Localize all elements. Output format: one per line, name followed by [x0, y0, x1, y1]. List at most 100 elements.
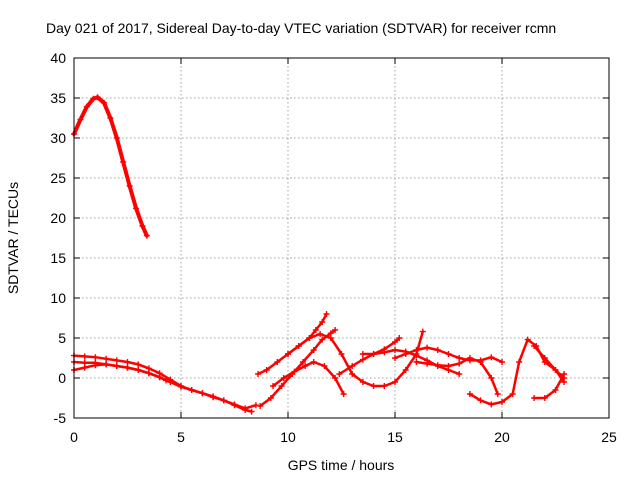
data-point — [278, 383, 285, 389]
data-point — [143, 232, 150, 239]
data-point — [531, 395, 538, 401]
y-tick-label: 40 — [50, 50, 66, 66]
data-point — [516, 359, 523, 365]
series-line — [361, 348, 461, 376]
data-point — [499, 359, 505, 365]
data-point — [295, 343, 302, 349]
y-tick-label: 20 — [50, 210, 66, 226]
data-point — [199, 390, 206, 397]
data-point — [456, 360, 463, 367]
data-point — [310, 347, 317, 353]
data-point — [92, 362, 99, 369]
data-point — [541, 395, 548, 401]
data-point — [370, 383, 377, 389]
data-point — [92, 354, 99, 361]
series-arc-1 — [71, 94, 150, 239]
y-tick-label: 25 — [50, 170, 66, 186]
data-point — [263, 367, 270, 373]
plot-frame — [73, 57, 610, 419]
x-tick-label: 15 — [387, 429, 403, 445]
data-point — [402, 351, 409, 357]
data-point — [94, 94, 101, 101]
series-arc-4 — [71, 361, 170, 384]
data-point — [488, 354, 495, 361]
series-line — [532, 344, 566, 384]
data-point — [323, 311, 330, 317]
data-point — [561, 379, 568, 385]
data-point — [113, 135, 120, 141]
data-point — [312, 327, 319, 333]
data-point — [242, 407, 249, 413]
series-arc-15 — [531, 343, 568, 385]
data-point — [509, 391, 516, 397]
y-tick-label: 10 — [50, 290, 66, 306]
data-point — [552, 367, 559, 373]
data-point — [145, 370, 152, 377]
data-point — [494, 391, 501, 397]
series-line — [256, 312, 328, 376]
data-point — [321, 363, 328, 369]
data-point — [524, 336, 531, 343]
x-tick-label: 20 — [494, 429, 510, 445]
data-point — [319, 336, 326, 343]
y-tick-label: 5 — [58, 330, 66, 346]
data-point — [370, 351, 377, 357]
data-point — [466, 391, 473, 397]
data-point — [392, 339, 398, 345]
data-point — [163, 377, 170, 384]
x-tick-label: 5 — [177, 429, 185, 445]
data-point — [424, 344, 431, 351]
data-point — [257, 403, 264, 409]
data-point — [135, 367, 142, 373]
data-point — [302, 363, 309, 369]
y-axis-label: SDTVAR / TECUs — [5, 182, 21, 294]
data-point — [248, 408, 255, 415]
data-point — [359, 356, 366, 363]
series-line — [72, 360, 253, 413]
data-point — [113, 363, 120, 369]
series-arc-10 — [359, 347, 463, 377]
data-point — [413, 359, 420, 365]
data-point — [419, 328, 426, 335]
data-point — [477, 397, 484, 404]
data-point — [178, 383, 184, 390]
data-point — [319, 319, 326, 325]
data-point — [561, 371, 568, 377]
data-point — [392, 379, 398, 385]
data-point — [552, 387, 559, 393]
series-arc-14 — [531, 371, 568, 401]
grid — [74, 58, 609, 418]
data-point — [327, 335, 334, 341]
data-point — [100, 99, 107, 106]
series-arc-11 — [392, 344, 505, 365]
data-point — [124, 364, 131, 371]
series-line — [271, 360, 345, 396]
data-point — [445, 351, 452, 357]
data-point — [359, 379, 366, 385]
chart-title: Day 021 of 2017, Sidereal Day-to-day VTE… — [46, 20, 556, 36]
data-point — [291, 368, 298, 375]
data-point — [477, 359, 484, 365]
data-point — [317, 331, 324, 337]
data-point — [381, 349, 388, 356]
data-point — [252, 402, 259, 409]
data-point — [488, 375, 495, 381]
series-arc-7 — [270, 359, 347, 397]
data-point — [270, 383, 277, 389]
data-point — [81, 353, 88, 360]
data-point — [332, 327, 339, 333]
data-point — [83, 103, 90, 110]
x-axis-label: GPS time / hours — [288, 457, 395, 473]
y-tick-label: 0 — [58, 370, 66, 386]
x-tick-label: 25 — [601, 429, 617, 445]
data-point — [156, 374, 163, 381]
y-tick-label: 30 — [50, 130, 66, 146]
data-point — [124, 359, 131, 365]
data-point — [456, 355, 463, 361]
data-point — [488, 401, 495, 408]
data-point — [231, 402, 238, 409]
y-tick-label: -5 — [54, 410, 67, 426]
data-point — [434, 362, 441, 369]
